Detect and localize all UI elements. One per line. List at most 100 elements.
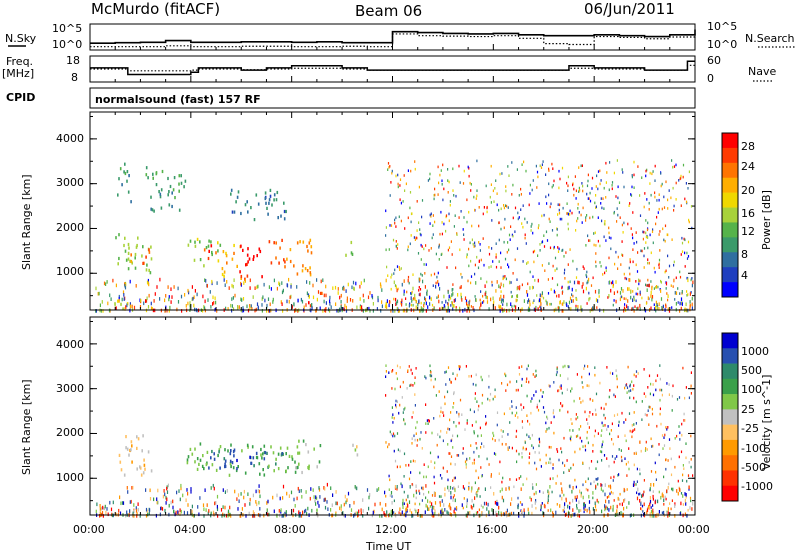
velocity-scatter-cell — [647, 386, 649, 389]
power-ground-cell — [582, 282, 584, 286]
power-cell — [171, 204, 173, 209]
power-ground-cell — [615, 299, 617, 304]
power-scatter-cell — [556, 283, 559, 287]
velocity-scatter-cell — [618, 424, 620, 427]
velocity-ground-cell — [120, 501, 122, 506]
velocity-scatter-cell — [420, 431, 422, 434]
power-cell — [321, 291, 323, 295]
velocity-ground-cell — [237, 507, 239, 511]
power-scatter-cell — [595, 205, 597, 209]
power-ground-cell — [282, 288, 284, 293]
power-scatter-cell — [654, 179, 656, 182]
power-scatter-cell — [631, 175, 633, 179]
power-ground-cell — [660, 289, 662, 293]
velocity-ground-cell — [350, 508, 353, 512]
power-scatter-cell — [567, 189, 569, 192]
velocity-scatter-cell — [547, 509, 549, 512]
power-scatter-cell — [385, 234, 387, 237]
power-ground-cell — [447, 309, 449, 313]
velocity-cell — [301, 470, 303, 475]
power-ground-cell — [100, 309, 102, 313]
power-ground-cell — [129, 308, 131, 313]
power-scatter-cell — [500, 251, 502, 255]
power-scatter-cell — [435, 281, 437, 285]
power-cell — [309, 238, 312, 242]
velocity-ground-cell — [409, 508, 411, 513]
velocity-scatter-cell — [549, 384, 551, 388]
power-cell — [167, 193, 169, 197]
power-scatter-cell — [412, 303, 414, 307]
power-ground-cell — [150, 301, 152, 306]
power-scatter-cell — [603, 235, 605, 239]
velocity-scatter-cell — [592, 443, 594, 447]
velocity-scatter-cell — [396, 487, 398, 491]
velocity-ground-cell — [461, 503, 463, 507]
power-cell — [217, 249, 219, 253]
velocity-ground-cell — [682, 494, 684, 498]
power-scatter-cell — [441, 183, 443, 186]
power-scatter-cell — [530, 225, 532, 228]
velocity-scatter-cell — [425, 475, 427, 479]
velocity-ground-cell — [256, 502, 258, 507]
velocity-scatter-cell — [652, 504, 654, 507]
power-cell — [275, 198, 278, 202]
velocity-cell — [235, 468, 238, 473]
power-scatter-cell — [548, 182, 550, 186]
noise-left-label: N.Sky — [5, 32, 37, 45]
velocity-scatter-cell — [507, 446, 509, 450]
velocity-ground-cell — [168, 503, 170, 508]
velocity-scatter-cell — [667, 459, 669, 462]
power-scatter-cell — [558, 186, 560, 190]
velocity-ground-cell — [202, 503, 205, 507]
power-scatter-cell — [597, 216, 599, 219]
power-cell — [273, 193, 276, 197]
velocity-scatter-cell — [488, 463, 490, 466]
power-scatter-cell — [537, 226, 539, 230]
velocity-ground-cell — [353, 500, 355, 505]
velocity-ground-cell — [383, 511, 385, 515]
velocity-scatter-cell — [628, 467, 630, 471]
power-cell — [196, 237, 199, 241]
velocity-cb-tick-minus1000: -1000 — [741, 480, 773, 493]
power-scatter-cell — [556, 233, 558, 237]
velocity-ground-cell — [206, 503, 208, 507]
velocity-scatter-cell — [602, 440, 604, 444]
power-cell — [167, 176, 169, 181]
power-scatter-cell — [438, 181, 440, 185]
velocity-ground-cell — [249, 497, 251, 502]
power-cell — [308, 301, 310, 305]
power-ylabel: Slant Range [km] — [20, 174, 33, 270]
velocity-ground-cell — [133, 509, 135, 514]
power-ground-cell — [261, 303, 263, 307]
power-scatter-cell — [518, 194, 520, 197]
power-ground-cell — [139, 305, 142, 309]
power-scatter-cell — [557, 213, 559, 216]
power-scatter-cell — [500, 227, 502, 231]
power-scatter-cell — [666, 292, 668, 295]
power-cell — [233, 210, 236, 214]
power-ground-cell — [681, 302, 683, 306]
velocity-cell — [139, 466, 142, 470]
velocity-scatter-cell — [430, 378, 432, 382]
power-scatter-cell — [448, 219, 450, 223]
velocity-ground-cell — [651, 514, 653, 518]
power-scatter-cell — [437, 193, 439, 196]
velocity-scatter-cell — [428, 419, 430, 423]
velocity-scatter-cell — [650, 506, 652, 509]
power-ground-cell — [184, 293, 186, 297]
power-cell — [152, 172, 154, 176]
power-cell — [345, 253, 347, 257]
velocity-ground-cell — [214, 501, 216, 506]
velocity-panel: 4000 3000 2000 1000 Slant Range [km] 100… — [20, 316, 773, 518]
velocity-cell — [213, 452, 215, 456]
velocity-ground-cell — [502, 498, 505, 503]
velocity-scatter-cell — [392, 369, 394, 372]
velocity-ground-cell — [667, 511, 669, 515]
velocity-scatter-cell — [608, 495, 610, 498]
power-ground-cell — [562, 309, 564, 313]
power-ground-cell — [193, 303, 195, 308]
power-scatter-cell — [420, 233, 422, 237]
power-scatter-cell — [500, 266, 502, 269]
power-ground-cell — [561, 291, 563, 295]
power-ground-cell — [636, 307, 638, 311]
